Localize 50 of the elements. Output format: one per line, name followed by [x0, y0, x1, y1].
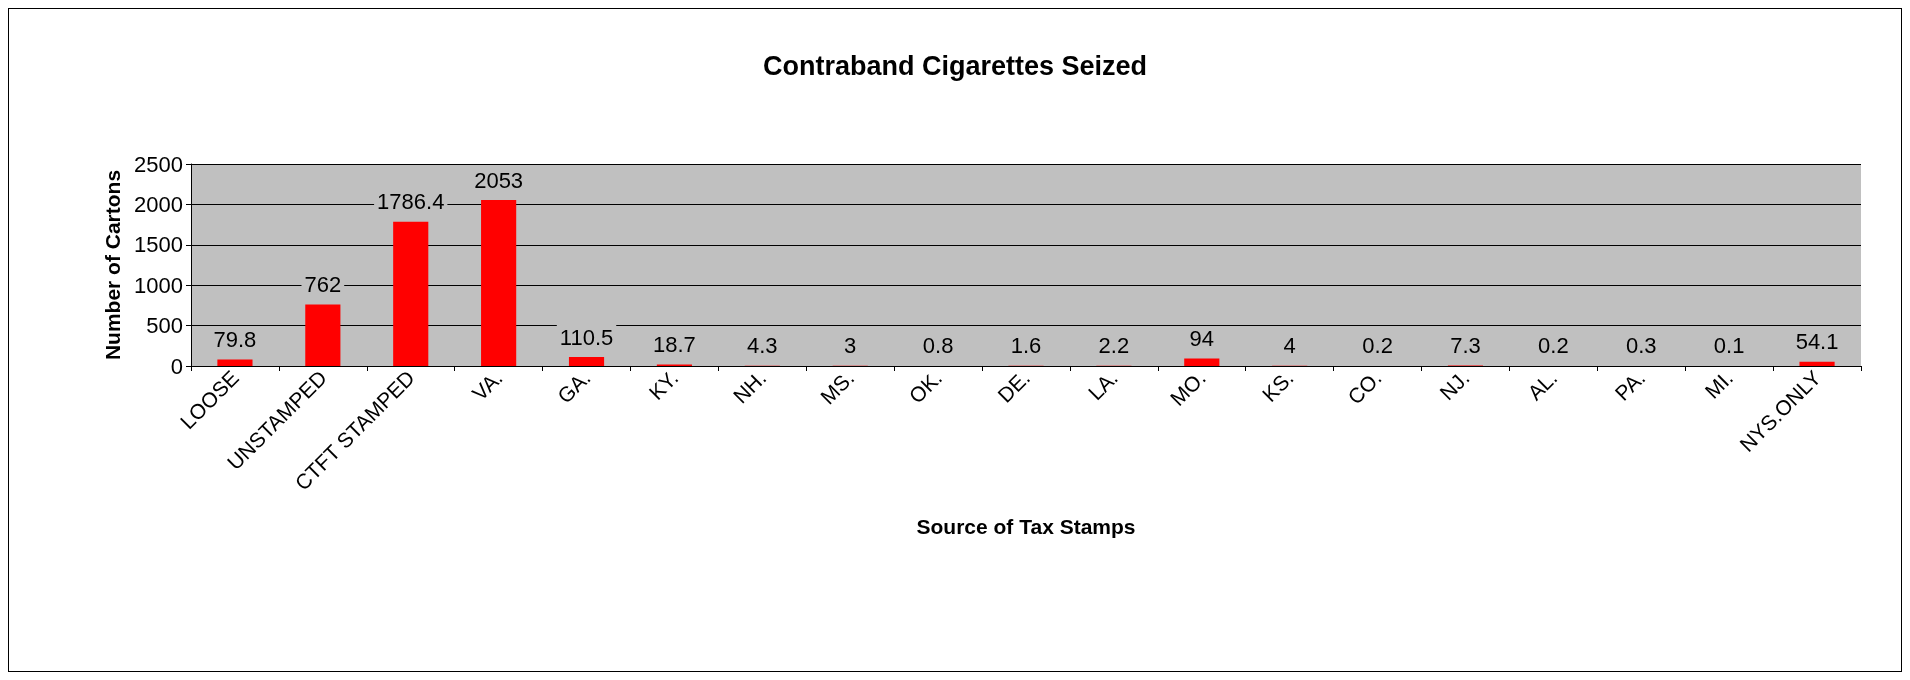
y-tick-label: 2500: [134, 151, 183, 177]
data-label: 2053: [474, 167, 524, 193]
x-tick-label: MI.: [1700, 365, 1738, 403]
data-label: 1786.4: [377, 189, 445, 215]
y-tick-label: 2000: [134, 191, 183, 217]
bar: [1184, 358, 1220, 366]
bar: [217, 359, 253, 366]
x-tick-label: AL.: [1522, 365, 1562, 405]
data-label: 0.2: [1538, 333, 1569, 359]
data-label: 18.7: [653, 331, 696, 357]
data-label: 110.5: [559, 324, 614, 350]
data-label: 4: [1283, 333, 1296, 359]
data-label: 0.8: [922, 333, 954, 359]
x-tick-label: KY.: [644, 365, 683, 405]
x-axis-title: Source of Tax Stamps: [916, 515, 1136, 538]
y-tick-label: 1000: [134, 272, 183, 298]
bar: [393, 221, 429, 366]
bar: [1799, 361, 1835, 366]
data-label: 0.1: [1713, 333, 1745, 359]
x-tick-label: VA.: [467, 365, 507, 405]
bar: [568, 357, 605, 366]
x-tick-label: NJ.: [1435, 365, 1474, 405]
data-label: 7.3: [1450, 332, 1481, 358]
x-tick-label: GA.: [552, 365, 595, 408]
bar: [305, 304, 341, 366]
x-tick-label: MO.: [1165, 365, 1210, 411]
data-label: 762: [304, 271, 342, 297]
data-label: 2.2: [1098, 333, 1130, 359]
x-tick-label: MS.: [815, 365, 859, 409]
chart-title: Contraband Cigarettes Seized: [762, 50, 1148, 81]
data-label: 94: [1189, 325, 1215, 351]
bar: [481, 200, 517, 366]
x-tick-label: NH.: [728, 365, 771, 408]
x-tick-label: KS.: [1257, 365, 1298, 407]
data-label: 0.3: [1625, 333, 1657, 359]
y-tick-label: 1500: [134, 232, 183, 258]
y-tick-label: 500: [146, 313, 183, 339]
data-label: 79.8: [213, 327, 257, 353]
data-label: 4.3: [747, 333, 778, 359]
x-tick-label: LA.: [1083, 365, 1123, 405]
data-label: 1.6: [1010, 333, 1042, 359]
data-label: 3: [844, 333, 857, 359]
x-tick-label: DE.: [993, 365, 1035, 407]
x-tick-label: PA.: [1610, 365, 1650, 405]
x-tick-label: CO.: [1343, 365, 1386, 409]
data-label: 54.1: [1795, 329, 1839, 355]
y-axis-title: Number of Cartons: [101, 169, 125, 361]
data-label: 0.2: [1362, 333, 1393, 359]
y-tick-label: 0: [170, 353, 183, 379]
x-tick-label: OK.: [904, 365, 947, 408]
